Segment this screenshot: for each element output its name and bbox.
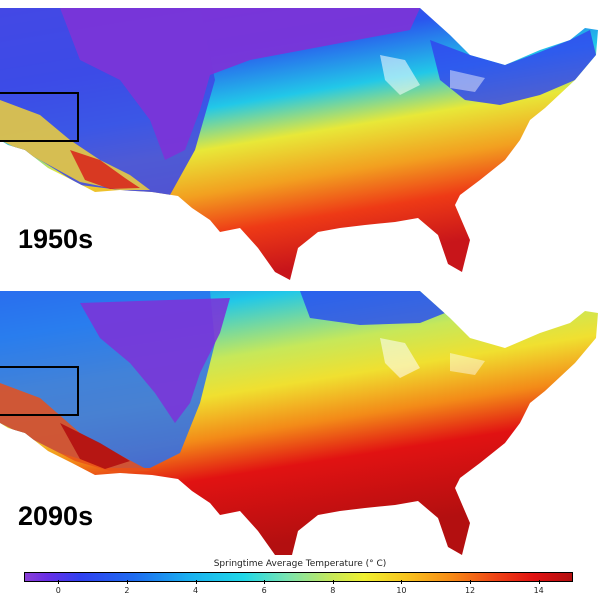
highlight-box: [0, 92, 79, 142]
us-temperature-map-1950s: [0, 8, 598, 280]
colorbar-tick: [332, 580, 334, 584]
colorbar-tick: [264, 580, 266, 584]
decade-label: 1950s: [18, 224, 94, 254]
colorbar-tick-label: 2: [124, 586, 130, 595]
colorbar-tick: [195, 580, 197, 584]
map-panel-2090s: 2090s: [0, 283, 600, 555]
colorbar-tick-label: 10: [396, 586, 407, 595]
colorbar-tick-label: 14: [533, 586, 544, 595]
colorbar-tick: [401, 580, 403, 584]
colorbar-tick: [470, 580, 472, 584]
colorbar-tick-label: 6: [261, 586, 267, 595]
colorbar-tick-label: 4: [193, 586, 199, 595]
legend-title: Springtime Average Temperature (° C): [213, 559, 387, 569]
colorbar-tick-label: 12: [464, 586, 476, 595]
colorbar: [24, 572, 573, 582]
us-temperature-map-2090s: [0, 291, 598, 555]
colorbar-tick-label: 0: [55, 586, 61, 595]
decade-label: 2090s: [18, 501, 94, 531]
highlight-box: [0, 366, 79, 416]
colorbar-ticks: 0 2 4 6 8 10 12 14: [24, 572, 573, 600]
colorbar-legend: Springtime Average Temperature (° C) 0 2 4…: [0, 556, 600, 600]
map-panel-1950s: 1950s: [0, 0, 600, 282]
colorbar-tick: [538, 580, 540, 584]
colorbar-tick-label: 8: [330, 586, 336, 595]
colorbar-tick: [58, 580, 60, 584]
colorbar-tick: [126, 580, 128, 584]
